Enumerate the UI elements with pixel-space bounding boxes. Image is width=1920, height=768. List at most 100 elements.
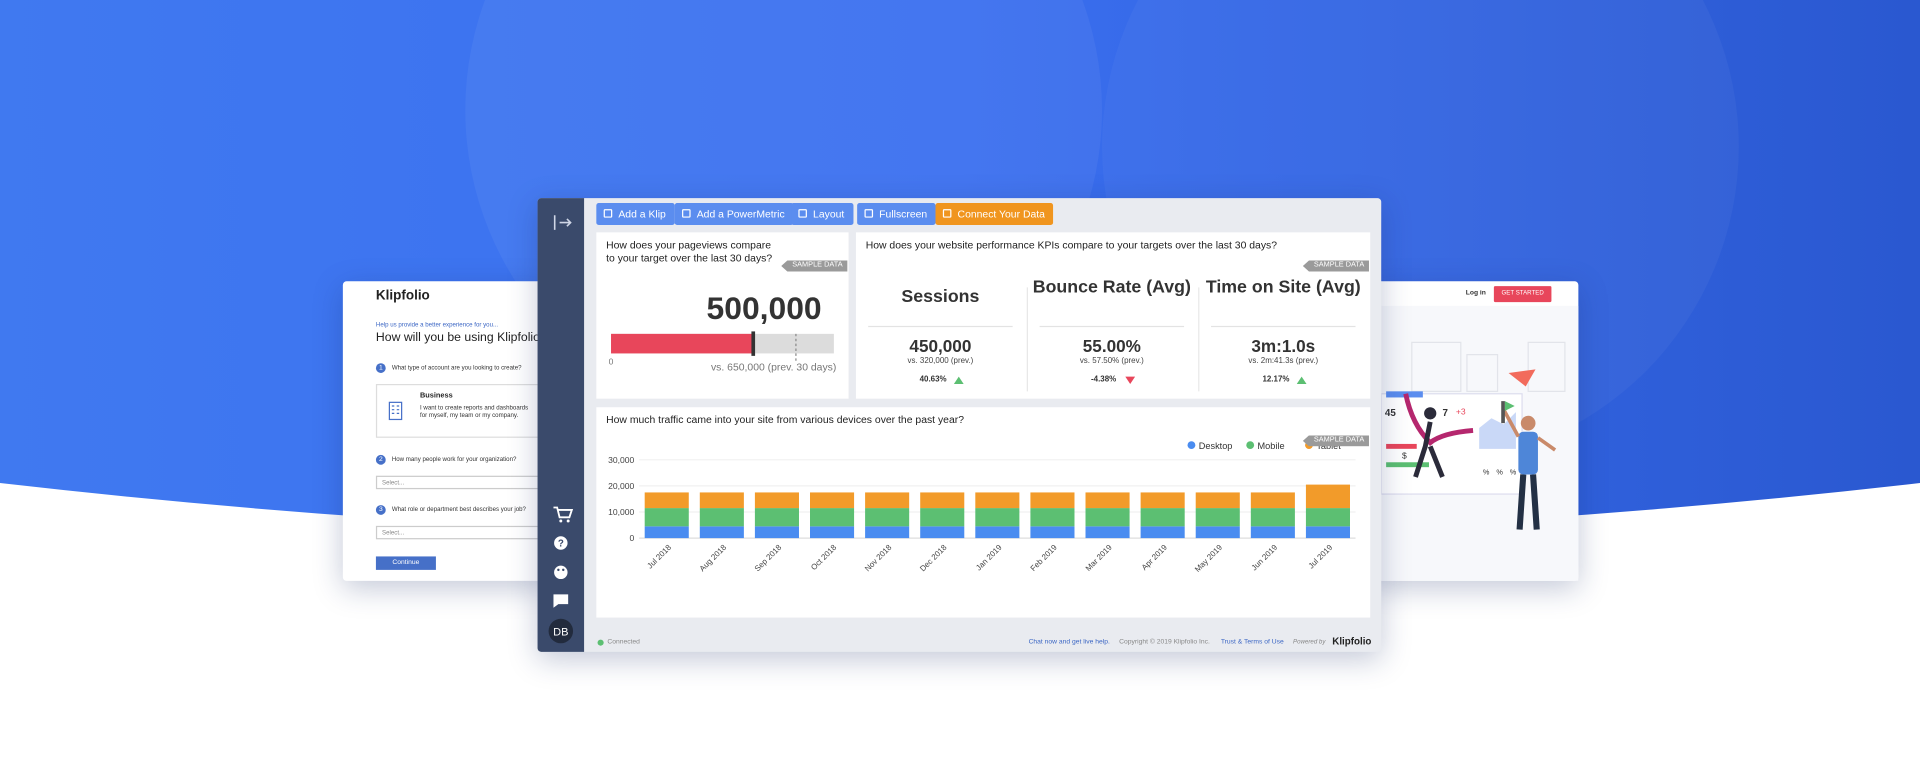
kpi-trend <box>953 376 964 384</box>
sample-badge: SAMPLE DATA <box>781 260 848 272</box>
svg-text:?: ? <box>558 539 564 550</box>
chat-icon[interactable] <box>553 594 569 608</box>
select[interactable]: Select... <box>375 525 539 540</box>
toolbar-button[interactable]: Layout <box>791 203 853 226</box>
continue-button[interactable]: Continue <box>375 556 436 570</box>
traffic-chart: 0 10,000 20,000 30,000 Jul 2018 Aug 2018 Sep 2… <box>608 441 1356 574</box>
trend-arrow <box>1125 376 1136 384</box>
legend-label: Desktop <box>1199 441 1233 451</box>
legend-swatch <box>1246 441 1255 450</box>
illustration-text: 45 <box>1384 407 1396 419</box>
bar-segment <box>1305 484 1351 509</box>
toolbar-button[interactable]: Connect Your Data <box>935 203 1054 226</box>
toolbar-button[interactable]: Add a Klip <box>596 203 675 226</box>
intro: Help us provide a better experience for … <box>375 321 499 329</box>
bar-segment <box>865 526 910 539</box>
chat-link[interactable]: Chat now and get live help. <box>1028 638 1110 646</box>
bar-segment <box>1195 526 1240 539</box>
trend-arrow <box>1296 376 1307 384</box>
legend-swatch <box>1187 441 1196 450</box>
bar-segment <box>1030 526 1075 539</box>
illustration <box>1381 305 1579 581</box>
kpi-change: 40.63% <box>919 375 947 384</box>
collapse-icon[interactable] <box>553 215 572 230</box>
x-tick-label: Dec 2018 <box>918 543 949 574</box>
pageviews-panel <box>596 232 849 399</box>
question: What type of account are you looking to … <box>391 364 522 372</box>
illustration-text: $ <box>1402 452 1407 462</box>
y-tick-label: 0 <box>630 533 635 543</box>
question-number: 3 <box>375 505 386 515</box>
gauge-value: 500,000 <box>706 289 822 327</box>
bar-segment <box>644 526 689 539</box>
bar-segment <box>754 508 799 527</box>
bar-segment <box>810 508 855 527</box>
toolbar-button[interactable]: Add a PowerMetric <box>674 203 794 226</box>
building-icon <box>388 401 403 421</box>
heading: How will you be using Klipfolio? <box>375 331 539 345</box>
sample-badge: SAMPLE DATA <box>1302 435 1370 447</box>
sample-badge: SAMPLE DATA <box>1302 260 1370 272</box>
chart-title: How much traffic came into your site fro… <box>606 413 965 426</box>
bar-segment <box>1140 508 1185 527</box>
select[interactable]: Select... <box>375 475 539 490</box>
kpi-trend <box>1296 376 1307 384</box>
bar-segment <box>1305 508 1351 527</box>
illustration-text: 7 <box>1442 407 1448 419</box>
kpi-previous: vs. 2m:41.3s (prev.) <box>1248 357 1319 366</box>
toolbar-button[interactable]: Fullscreen <box>857 203 936 226</box>
kpi-name: Time on Site (Avg) <box>1205 277 1361 298</box>
question: How many people work for your organizati… <box>391 456 517 464</box>
bar-segment <box>699 526 744 539</box>
bar-segment <box>1030 508 1075 527</box>
kpi-name: Sessions <box>901 287 980 307</box>
bar-segment <box>920 526 965 539</box>
x-tick-label: Jan 2019 <box>974 543 1004 573</box>
x-tick-label: Sep 2018 <box>753 543 784 574</box>
bar-segment <box>644 508 689 527</box>
help-icon[interactable] <box>554 536 568 550</box>
bar-segment <box>975 492 1020 509</box>
login-link[interactable]: Log in <box>1465 289 1486 298</box>
onboarding-card <box>342 281 552 581</box>
x-tick-label: Apr 2019 <box>1140 543 1170 573</box>
question-number: 2 <box>375 454 386 465</box>
option-title: Business <box>420 392 453 400</box>
palette-icon[interactable] <box>554 565 568 580</box>
avatar-initials: DB <box>553 626 568 638</box>
y-tick-label: 20,000 <box>608 481 634 491</box>
bar-segment <box>1305 526 1351 539</box>
kpi-value: 3m:1.0s <box>1251 336 1316 356</box>
illustration-text: % <box>1482 469 1490 477</box>
panel-title: How does your website performance KPIs c… <box>865 238 1278 251</box>
kpi-name: Bounce Rate (Avg) <box>1032 277 1191 298</box>
gauge-bar <box>611 333 754 354</box>
x-tick-label: Feb 2019 <box>1029 543 1060 573</box>
bar-segment <box>1085 526 1130 539</box>
x-tick-label: Jun 2019 <box>1250 543 1280 573</box>
bar-segment <box>810 526 855 539</box>
bar-segment <box>1250 492 1295 509</box>
bar-segment <box>865 508 910 527</box>
bar-segment <box>1085 492 1130 509</box>
bar-segment <box>699 492 744 509</box>
illustration-text: % <box>1509 469 1517 477</box>
bar-segment <box>975 508 1020 527</box>
x-tick-label: Jul 2018 <box>645 543 673 571</box>
sidebar-icons: ? DB <box>548 215 574 644</box>
avatar[interactable] <box>548 618 574 644</box>
bar-segment <box>810 492 855 509</box>
footer-logo: Klipfolio <box>1332 635 1372 647</box>
option-text: I want to create reports and dashboards … <box>420 404 529 420</box>
kpi-change: 12.17% <box>1262 375 1290 384</box>
x-tick-label: May 2019 <box>1193 543 1224 574</box>
kpi-panel <box>855 232 1371 399</box>
cart-icon[interactable] <box>553 506 574 519</box>
legend-label: Mobile <box>1258 441 1285 451</box>
bar-segment <box>644 492 689 509</box>
x-tick-label: Aug 2018 <box>698 543 729 574</box>
bar-segment <box>1195 508 1240 527</box>
terms-link[interactable]: Trust & Terms of Use <box>1220 638 1284 646</box>
bar-segment <box>1140 526 1185 539</box>
get-started-button[interactable]: GET STARTED <box>1493 286 1552 303</box>
